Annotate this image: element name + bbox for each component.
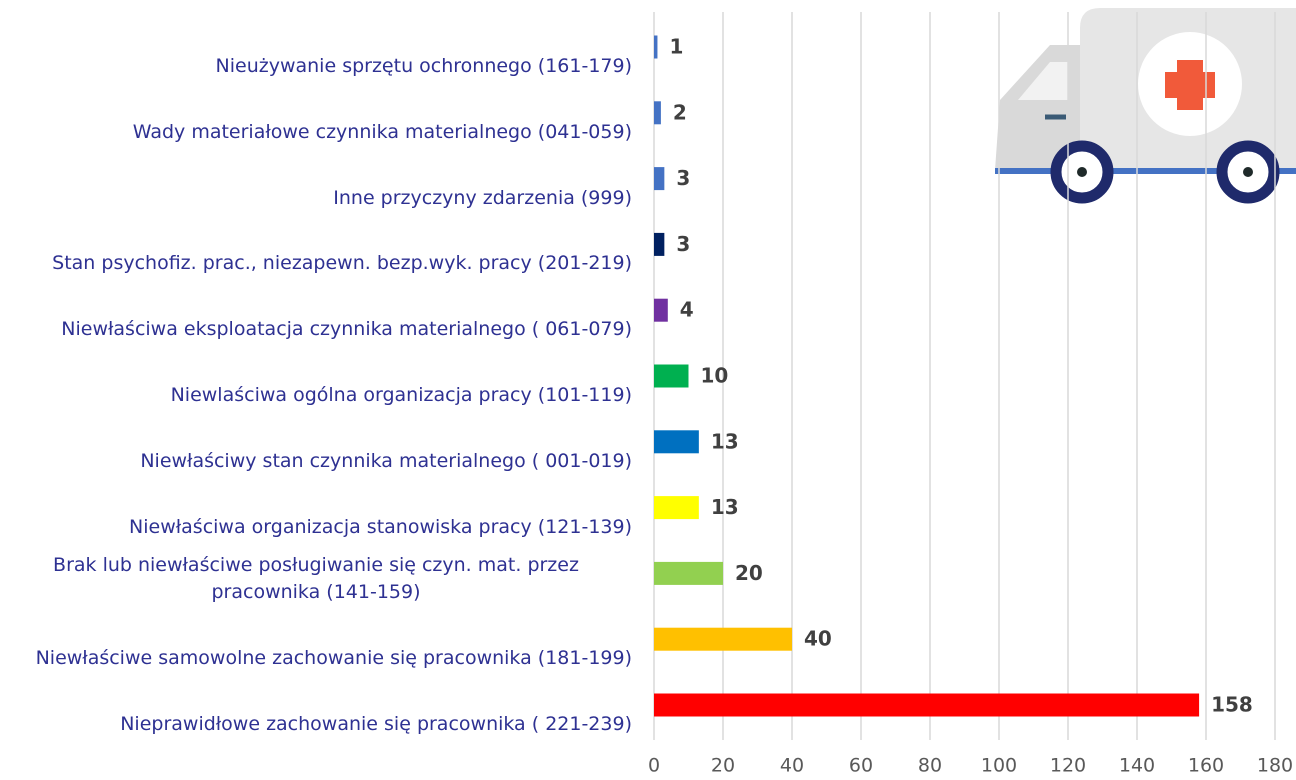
x-tick-label: 80 (918, 755, 942, 777)
data-label: 20 (735, 561, 763, 585)
category-label-box: Niewłaściwy stan czynnika materialnego (… (0, 394, 632, 475)
data-label: 13 (711, 429, 739, 453)
category-label-box: Stan psychofiz. prac., niezapewn. bezp.w… (0, 196, 632, 277)
bar (654, 364, 689, 388)
ambulance-illustration (995, 8, 1296, 204)
y-tick-label: Niewłaściwa organizacja stanowiska pracy… (129, 515, 632, 538)
data-label: 13 (711, 495, 739, 519)
category-label-box: Niewłaściwa eksploatacja czynnika materi… (0, 262, 632, 343)
y-tick-label: Niewlaściwa ogólna organizacja pracy (10… (170, 384, 632, 406)
category-label-box: Nieużywanie sprzętu ochronnego (161-179) (0, 0, 632, 80)
data-label: 3 (676, 232, 690, 256)
y-tick-label: Niewłaściwe samowolne zachowanie się pra… (35, 647, 632, 670)
bar (654, 693, 1200, 717)
y-tick-label: Niewłaściwa eksploatacja czynnika materi… (61, 318, 632, 341)
x-tick-label: 140 (1119, 755, 1155, 777)
category-label-box: Niewłaściwa organizacja stanowiska pracy… (0, 460, 632, 541)
y-tick-label: Niewłaściwy stan czynnika materialnego (… (140, 449, 632, 472)
x-tick-label: 40 (780, 755, 804, 777)
y-tick-label: Brak lub niewłaściwe posługiwanie się cz… (53, 554, 579, 604)
category-label-box: Brak lub niewłaściwe posługiwanie się cz… (0, 525, 632, 606)
x-tick-label: 100 (981, 755, 1017, 777)
x-tick-label: 20 (711, 755, 735, 777)
x-tick-label: 160 (1188, 755, 1224, 777)
bar (654, 561, 723, 585)
y-tick-label: Inne przyczyny zdarzenia (999) (333, 186, 632, 209)
data-label: 3 (676, 166, 690, 190)
bar (654, 232, 665, 256)
y-tick-label: Nieprawidłowe zachowanie się pracownika … (120, 713, 632, 735)
data-label: 4 (680, 298, 694, 322)
data-label: 158 (1211, 693, 1253, 717)
bar (654, 35, 658, 59)
category-label-box: Wady materiałowe czynnika materialnego (… (0, 65, 632, 146)
data-label: 1 (669, 35, 683, 59)
x-tick-label: 180 (1257, 755, 1293, 777)
x-tick-label: 60 (849, 755, 873, 777)
bar (654, 496, 699, 520)
bar (654, 101, 661, 125)
category-label-box: Inne przyczyny zdarzenia (999) (0, 131, 632, 212)
y-tick-label: Stan psychofiz. prac., niezapewn. bezp.w… (52, 252, 632, 275)
y-tick-label: Nieużywanie sprzętu ochronnego (161-179) (215, 55, 632, 77)
data-label: 10 (701, 364, 729, 388)
y-tick-label: Wady materiałowe czynnika materialnego (… (132, 120, 632, 143)
category-label-box: Niewłaściwe samowolne zachowanie się pra… (0, 591, 632, 672)
category-label-box: Nieprawidłowe zachowanie się pracownika … (0, 657, 632, 738)
x-tick-label: 120 (1050, 755, 1086, 777)
bar (654, 167, 665, 191)
data-label: 2 (673, 100, 687, 124)
bar (654, 627, 792, 651)
bar (654, 430, 699, 454)
bar (654, 298, 668, 322)
x-tick-label: 0 (648, 755, 660, 777)
category-label-box: Niewlaściwa ogólna organizacja pracy (10… (0, 328, 632, 409)
data-label: 40 (804, 627, 832, 651)
